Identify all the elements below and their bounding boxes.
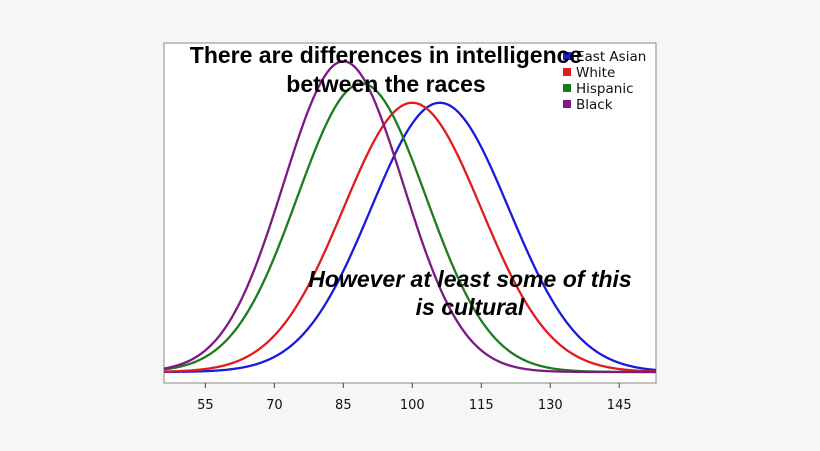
x-tick-label-0: 55 — [197, 398, 214, 413]
x-tick-label-2: 85 — [335, 398, 352, 413]
legend-swatch-3 — [563, 100, 571, 108]
legend-swatch-0 — [563, 52, 571, 60]
chart-title-line-2: between the races — [286, 71, 485, 97]
legend-label-0: East Asian — [576, 49, 646, 65]
legend-label-3: Black — [576, 97, 613, 113]
legend-swatch-1 — [563, 68, 571, 76]
annotation-line-2: is cultural — [416, 294, 525, 320]
series-line-1 — [163, 101, 657, 373]
legend-swatch-2 — [563, 84, 571, 92]
annotation-line-1: However at least some of this — [308, 266, 631, 292]
legend-label-1: White — [576, 65, 615, 81]
series-line-0 — [163, 101, 657, 374]
x-tick-label-5: 130 — [538, 398, 563, 413]
curves-group — [163, 60, 657, 374]
chart-title-line-1: There are differences in intelligence — [190, 42, 582, 68]
series-line-3 — [163, 60, 656, 374]
legend-label-2: Hispanic — [576, 81, 634, 97]
plot-area — [163, 42, 657, 384]
x-tick-label-1: 70 — [266, 398, 283, 413]
x-tick-label-3: 100 — [400, 398, 425, 413]
x-tick-label-4: 115 — [469, 398, 494, 413]
x-tick-label-6: 145 — [607, 398, 632, 413]
x-axis: 55 70 85 100 115 130 145 — [197, 383, 632, 413]
